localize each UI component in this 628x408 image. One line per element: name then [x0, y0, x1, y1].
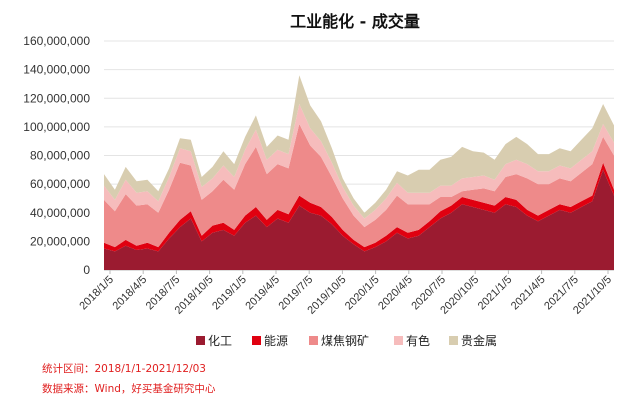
stacked-areas [104, 75, 614, 270]
y-tick-label: 100,000,000 [23, 120, 90, 134]
y-tick-label: 20,000,000 [30, 234, 90, 248]
x-tick-label: 2019/1/5 [210, 274, 249, 313]
x-axis: 2018/1/52018/4/52018/7/52018/10/52019/1/… [77, 270, 614, 317]
x-tick-label: 2021/4/5 [509, 274, 548, 313]
legend-label: 煤焦钢矿 [321, 334, 369, 348]
legend-label: 有色 [406, 334, 430, 348]
area-series-1 [104, 162, 614, 252]
legend-swatch [449, 336, 458, 345]
y-tick-label: 140,000,000 [23, 63, 90, 77]
legend-label: 化工 [208, 334, 232, 348]
y-tick-label: 160,000,000 [23, 34, 90, 48]
x-tick-label: 2018/4/5 [111, 274, 150, 313]
area-series-0 [104, 169, 614, 270]
legend-swatch [394, 336, 403, 345]
footer-source: 数据来源：Wind，好买基金研究中心 [42, 383, 216, 395]
area-series-2 [104, 124, 614, 248]
area-series-3 [104, 104, 614, 228]
y-tick-label: 40,000,000 [30, 206, 90, 220]
x-tick-label: 2018/1/5 [77, 274, 116, 313]
legend-label: 贵金属 [461, 333, 497, 348]
legend-label: 能源 [264, 334, 288, 348]
footer-period: 统计区间：2018/1/1-2021/12/03 [42, 363, 206, 375]
legend: 化工 能源 煤焦钢矿 有色 贵金属 [196, 333, 497, 348]
area-series-4 [104, 75, 614, 219]
y-tick-label: 80,000,000 [30, 149, 90, 163]
y-axis: 0 20,000,000 40,000,000 60,000,000 80,000,00… [23, 34, 90, 277]
y-tick-label: 60,000,000 [30, 177, 90, 191]
legend-swatch [309, 336, 318, 345]
x-tick-label: 2020/1/5 [343, 274, 382, 313]
x-tick-label: 2020/4/5 [376, 274, 415, 313]
legend-swatch [196, 336, 205, 345]
x-tick-label: 2019/4/5 [243, 274, 282, 313]
y-tick-label: 0 [83, 263, 90, 277]
x-tick-label: 2021/1/5 [476, 274, 515, 313]
legend-swatch [252, 336, 261, 345]
chart-title: 工业能化 - 成交量 [290, 12, 420, 31]
y-tick-label: 120,000,000 [23, 91, 90, 105]
